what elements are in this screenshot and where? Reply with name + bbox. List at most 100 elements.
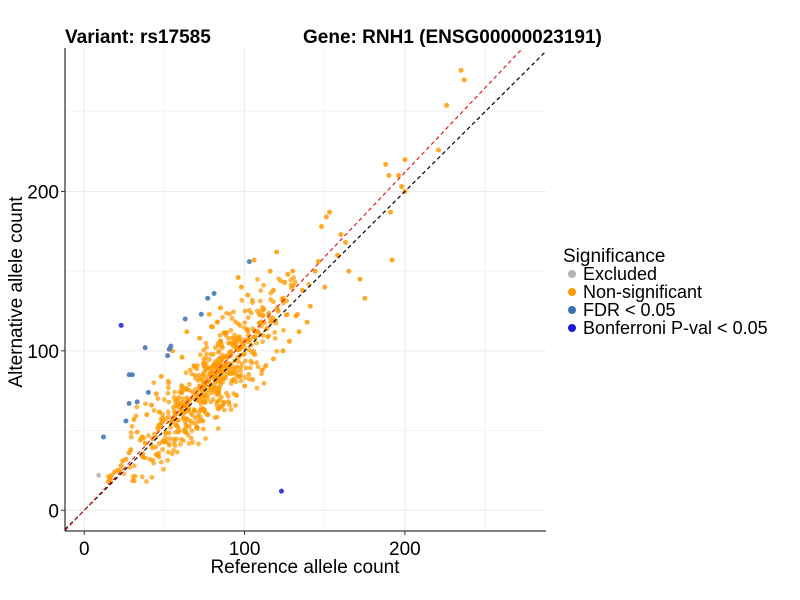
point-non-significant [272,330,278,335]
point-non-significant [319,224,325,230]
point-non-significant [183,426,188,431]
point-non-significant [288,285,294,291]
point-non-significant [152,431,157,437]
point-non-significant [257,298,263,304]
point-non-significant [147,456,153,462]
point-non-significant [108,472,114,478]
point-non-significant [151,460,157,466]
point-non-significant [245,315,251,320]
point-non-significant [234,364,240,370]
point-non-significant [189,428,195,434]
point-non-significant [131,478,137,484]
point-non-significant [323,214,329,220]
point-non-significant [237,346,243,352]
point-non-significant [175,399,181,404]
point-non-significant [160,438,166,443]
point-non-significant [239,361,245,367]
point-non-significant [166,380,172,386]
gene-title: Gene: RNH1 (ENSG00000023191) [303,27,602,48]
point-non-significant [204,351,210,357]
point-non-significant [175,404,181,410]
point-non-significant [395,173,401,179]
point-non-significant [165,390,171,396]
point-non-significant [191,363,197,369]
point-non-significant [436,147,442,153]
point-non-significant [171,395,177,400]
point-non-significant [199,377,205,382]
point-non-significant [402,157,408,163]
point-non-significant [189,371,195,377]
point-non-significant [251,257,257,263]
point-non-significant [134,404,140,410]
point-non-significant [216,369,222,375]
point-fdr-0-05 [129,372,135,378]
point-non-significant [270,287,276,293]
point-non-significant [270,315,276,321]
point-non-significant [193,424,199,430]
point-non-significant [234,393,240,399]
point-non-significant [266,333,271,339]
point-non-significant [179,437,184,442]
point-non-significant [259,319,265,325]
point-non-significant [274,249,280,255]
point-non-significant [205,412,211,418]
y-tick-label: 0 [48,501,59,522]
point-non-significant [217,397,223,402]
point-fdr-0-05 [246,259,252,265]
legend-key [568,306,576,314]
point-non-significant [191,407,197,413]
point-non-significant [389,257,395,263]
point-non-significant [233,402,238,408]
point-non-significant [235,359,241,364]
point-non-significant [170,405,176,410]
point-non-significant [259,367,265,373]
point-non-significant [149,474,155,480]
point-non-significant [254,340,259,346]
grid-lines [65,48,546,531]
point-non-significant [282,279,288,285]
point-non-significant [230,366,236,372]
point-non-significant [178,441,183,447]
point-non-significant [214,359,220,365]
point-non-significant [196,409,202,415]
point-non-significant [218,382,223,388]
axes: 0 100 200 0 100 200 [27,48,546,560]
point-non-significant [386,173,392,179]
point-non-significant [226,350,232,356]
point-non-significant [286,338,292,344]
point-non-significant [214,319,220,325]
data-points [96,67,467,494]
point-non-significant [226,399,232,405]
point-non-significant [255,364,261,370]
point-non-significant [229,316,235,321]
point-non-significant [268,297,274,302]
point-non-significant [458,67,464,73]
point-non-significant [322,284,328,290]
point-non-significant [146,433,151,439]
point-non-significant [212,415,218,421]
point-non-significant [249,360,255,366]
point-non-significant [172,443,178,449]
point-non-significant [156,409,162,415]
point-non-significant [216,385,222,391]
point-non-significant [338,232,344,238]
point-non-significant [327,209,333,215]
point-non-significant [149,445,155,451]
point-non-significant [215,426,221,431]
point-non-significant [245,292,251,298]
point-non-significant [168,425,173,430]
point-non-significant [270,356,276,362]
point-non-significant [164,430,169,436]
point-non-significant [230,370,236,376]
point-bonferroni-p-val-0-05 [118,322,124,328]
point-non-significant [273,320,279,326]
point-non-significant [203,360,209,366]
point-non-significant [193,375,198,381]
legend-label: Excluded [583,264,657,284]
identity-line [64,50,547,530]
y-axis-title: Alternative allele count [6,196,27,388]
point-non-significant [315,259,321,265]
point-non-significant [158,373,164,379]
point-non-significant [137,437,143,443]
